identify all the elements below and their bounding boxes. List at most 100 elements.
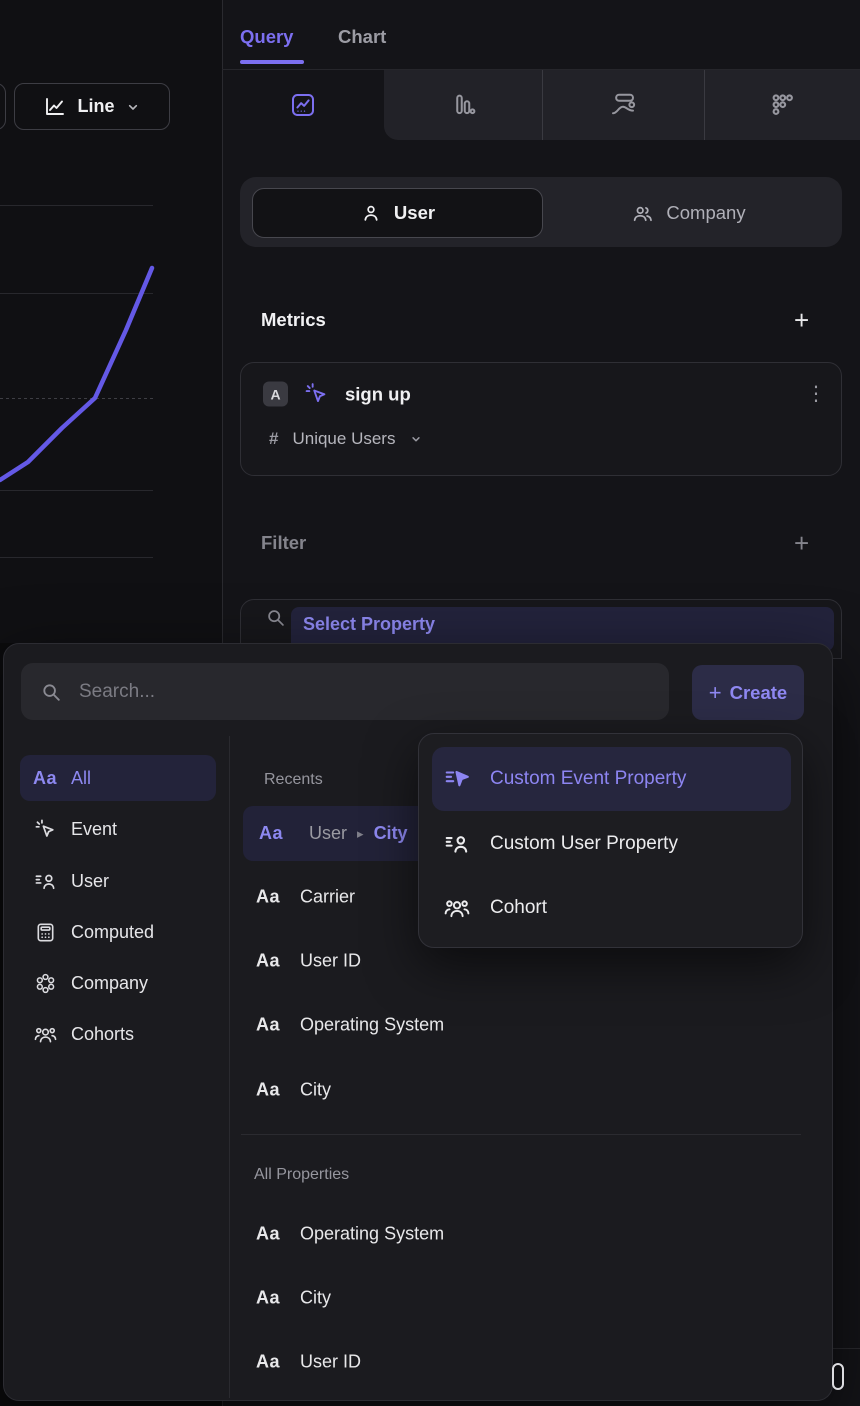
chevron-down-icon	[128, 104, 137, 110]
computed-calculator-icon	[23, 921, 67, 944]
active-tab-underline	[240, 60, 304, 64]
aggregation-selector[interactable]: # Unique Users	[269, 429, 423, 449]
picker-search-bar	[21, 663, 669, 720]
category-label: Company	[71, 972, 149, 993]
add-filter-button[interactable]: +	[794, 528, 810, 558]
metric-row: A sign up	[263, 381, 411, 407]
category-label: Cohorts	[71, 1023, 135, 1044]
aa-icon: Aa	[256, 1287, 281, 1308]
aa-icon: Aa	[256, 1079, 281, 1100]
category-label: All	[71, 767, 92, 788]
recent-item[interactable]: Aa User ID	[256, 950, 362, 971]
bar-chart-icon	[456, 94, 476, 115]
category-label: Computed	[71, 921, 155, 942]
mini-chart-area: Line	[0, 0, 222, 643]
custom-user-property-icon	[444, 831, 470, 857]
tab-bar-divider	[222, 69, 860, 70]
entity-toggle-company[interactable]: Company	[543, 188, 834, 238]
category-label: Event	[71, 818, 118, 839]
chart-type-tab-retention[interactable]	[704, 70, 860, 140]
chart-type-tab-bar[interactable]	[384, 70, 542, 140]
offscreen-button-edge	[0, 83, 6, 130]
retention-dots-icon	[772, 94, 793, 115]
create-button[interactable]: + Create	[692, 665, 804, 720]
recent-item[interactable]: Aa City	[256, 1079, 332, 1100]
category-item-all[interactable]: Aa All	[4, 755, 216, 801]
user-property-icon	[23, 870, 67, 893]
flows-icon	[612, 93, 636, 115]
property-item[interactable]: Aa City	[256, 1287, 332, 1308]
select-property-input[interactable]	[291, 607, 803, 635]
strip-divider-2	[704, 70, 705, 140]
category-item-user[interactable]: User	[4, 858, 216, 904]
line-chart-icon	[46, 97, 65, 115]
recent-child-label: City	[373, 823, 408, 843]
picker-column-divider	[229, 736, 230, 1398]
aa-icon: Aa	[256, 1014, 281, 1035]
chart-type-tab-insights[interactable]	[222, 70, 384, 140]
category-item-event[interactable]: Event	[4, 806, 216, 852]
create-menu: Custom Event Property Custom User Proper…	[418, 733, 803, 948]
mini-line-chart	[0, 265, 155, 483]
search-icon	[268, 610, 284, 626]
recent-parent-label: User	[309, 823, 348, 843]
category-label: User	[71, 870, 110, 891]
breadcrumb-arrow-icon: ▸	[357, 825, 364, 841]
property-item[interactable]: Aa Operating System	[256, 1223, 445, 1244]
event-cursor-icon	[23, 818, 67, 841]
chart-gridlines	[0, 0, 222, 643]
cohort-people-icon	[444, 895, 470, 921]
aa-icon: Aa	[32, 767, 57, 788]
numeric-icon: #	[269, 429, 279, 448]
picker-section-divider	[241, 1134, 801, 1135]
metric-card[interactable]	[240, 362, 842, 476]
aa-icon: Aa	[256, 886, 281, 907]
menu-item-custom-event-property[interactable]: Custom Event Property	[432, 747, 791, 811]
trend-line	[0, 265, 155, 483]
category-item-company[interactable]: Company	[4, 960, 216, 1006]
recent-item[interactable]: Aa Carrier	[256, 886, 356, 907]
menu-selected-highlight	[432, 747, 791, 811]
chevron-down-icon	[412, 437, 421, 442]
series-badge: A	[263, 381, 288, 407]
company-cluster-icon	[23, 972, 67, 995]
entity-toggle-user[interactable]: User	[252, 188, 543, 238]
category-item-computed[interactable]: Computed	[4, 909, 216, 955]
aa-icon: Aa	[259, 823, 284, 843]
aa-icon: Aa	[256, 1223, 281, 1244]
panel-section-divider	[833, 1348, 860, 1349]
entity-user-label: User	[393, 202, 436, 223]
tab-query[interactable]: Query	[240, 26, 294, 47]
category-item-cohorts[interactable]: Cohorts	[4, 1011, 216, 1057]
search-icon	[43, 683, 60, 701]
scrollbar-thumb[interactable]	[832, 1363, 844, 1390]
aa-icon: Aa	[256, 950, 281, 971]
strip-divider-1	[542, 70, 543, 140]
person-icon	[364, 205, 378, 221]
insights-line-chart-icon	[292, 94, 314, 116]
recents-header: Recents	[264, 771, 323, 788]
all-properties-header: All Properties	[254, 1166, 350, 1183]
menu-item-cohort[interactable]: Cohort	[432, 876, 791, 940]
entity-company-label: Company	[666, 202, 746, 223]
event-cursor-icon	[305, 383, 326, 403]
aggregation-label: Unique Users	[292, 429, 396, 448]
recent-item[interactable]: Aa Operating System	[256, 1014, 445, 1035]
tab-chart[interactable]: Chart	[338, 26, 387, 47]
metric-event-name: sign up	[345, 383, 411, 404]
filter-title: Filter	[261, 532, 307, 553]
metric-menu-button[interactable]: ⋮	[806, 383, 826, 405]
chart-type-tab-flows[interactable]	[542, 70, 704, 140]
add-metric-button[interactable]: +	[794, 305, 810, 335]
category-selected-highlight	[20, 755, 216, 801]
aa-icon: Aa	[256, 1351, 281, 1372]
metrics-title: Metrics	[261, 309, 326, 330]
picker-search-input[interactable]	[77, 679, 621, 704]
cohorts-people-icon	[23, 1023, 67, 1046]
line-type-label: Line	[77, 96, 115, 116]
plus-icon: +	[708, 679, 722, 705]
property-item[interactable]: Aa User ID	[256, 1351, 362, 1372]
custom-event-property-icon	[444, 766, 470, 792]
menu-item-custom-user-property[interactable]: Custom User Property	[432, 812, 791, 876]
chart-type-dropdown-button[interactable]: Line	[14, 83, 170, 130]
